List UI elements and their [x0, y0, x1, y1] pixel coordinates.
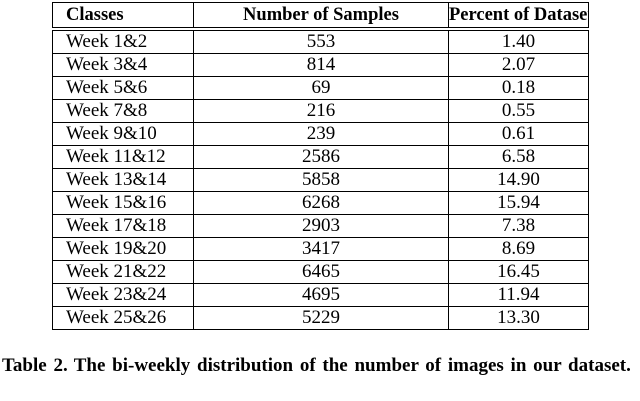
cell-classes: Week 11&12 — [52, 145, 194, 169]
cell-classes: Week 15&16 — [52, 191, 194, 215]
table-row: Week 17&18 2903 7.38 — [52, 214, 589, 238]
table-row: Week 21&22 6465 16.45 — [52, 260, 589, 284]
cell-number-of-samples: 4695 — [193, 283, 449, 307]
cell-classes: Week 21&22 — [52, 260, 194, 284]
table-row: Week 1&2 553 1.40 — [52, 28, 589, 54]
table-header-row: Classes Number of Samples Percent of Dat… — [52, 2, 589, 31]
header-classes: Classes — [52, 2, 194, 31]
cell-percent-of-dataset: 8.69 — [448, 237, 589, 261]
table-row: Week 15&16 6268 15.94 — [52, 191, 589, 215]
cell-classes: Week 19&20 — [52, 237, 194, 261]
cell-number-of-samples: 6268 — [193, 191, 449, 215]
cell-classes: Week 3&4 — [52, 53, 194, 77]
cell-classes: Week 7&8 — [52, 99, 194, 123]
table-row: Week 25&26 5229 13.30 — [52, 306, 589, 330]
cell-number-of-samples: 216 — [193, 99, 449, 123]
cell-percent-of-dataset: 7.38 — [448, 214, 589, 238]
cell-number-of-samples: 6465 — [193, 260, 449, 284]
table-row: Week 5&6 69 0.18 — [52, 76, 589, 100]
cell-classes: Week 13&14 — [52, 168, 194, 192]
cell-percent-of-dataset: 1.40 — [448, 28, 589, 54]
table-row: Week 11&12 2586 6.58 — [52, 145, 589, 169]
header-number-of-samples: Number of Samples — [193, 2, 449, 31]
caption-text: The bi-weekly distribution of the number… — [73, 355, 631, 376]
cell-percent-of-dataset: 0.61 — [448, 122, 589, 146]
distribution-table-container: Classes Number of Samples Percent of Dat… — [52, 2, 589, 330]
header-percent-of-dataset: Percent of Dataset — [448, 2, 589, 31]
cell-percent-of-dataset: 0.55 — [448, 99, 589, 123]
distribution-table: Classes Number of Samples Percent of Dat… — [52, 2, 589, 330]
cell-classes: Week 23&24 — [52, 283, 194, 307]
cell-number-of-samples: 814 — [193, 53, 449, 77]
table-row: Week 3&4 814 2.07 — [52, 53, 589, 77]
cell-percent-of-dataset: 13.30 — [448, 306, 589, 330]
table-body: Week 1&2 553 1.40 Week 3&4 814 2.07 Week 5&6 69… — [52, 28, 589, 330]
table-row: Week 13&14 5858 14.90 — [52, 168, 589, 192]
cell-number-of-samples: 69 — [193, 76, 449, 100]
cell-percent-of-dataset: 11.94 — [448, 283, 589, 307]
cell-number-of-samples: 3417 — [193, 237, 449, 261]
cell-classes: Week 5&6 — [52, 76, 194, 100]
cell-classes: Week 25&26 — [52, 306, 194, 330]
cell-number-of-samples: 553 — [193, 28, 449, 54]
cell-number-of-samples: 2586 — [193, 145, 449, 169]
cell-number-of-samples: 5229 — [193, 306, 449, 330]
table-row: Week 19&20 3417 8.69 — [52, 237, 589, 261]
cell-percent-of-dataset: 2.07 — [448, 53, 589, 77]
cell-number-of-samples: 2903 — [193, 214, 449, 238]
cell-percent-of-dataset: 6.58 — [448, 145, 589, 169]
caption-label: Table 2. — [2, 355, 68, 376]
cell-number-of-samples: 239 — [193, 122, 449, 146]
cell-percent-of-dataset: 0.18 — [448, 76, 589, 100]
cell-percent-of-dataset: 15.94 — [448, 191, 589, 215]
cell-percent-of-dataset: 16.45 — [448, 260, 589, 284]
cell-classes: Week 9&10 — [52, 122, 194, 146]
cell-number-of-samples: 5858 — [193, 168, 449, 192]
cell-percent-of-dataset: 14.90 — [448, 168, 589, 192]
table-row: Week 23&24 4695 11.94 — [52, 283, 589, 307]
cell-classes: Week 1&2 — [52, 28, 194, 54]
cell-classes: Week 17&18 — [52, 214, 194, 238]
table-row: Week 7&8 216 0.55 — [52, 99, 589, 123]
table-caption: Table 2. The bi-weekly distribution of th… — [2, 355, 639, 376]
table-row: Week 9&10 239 0.61 — [52, 122, 589, 146]
